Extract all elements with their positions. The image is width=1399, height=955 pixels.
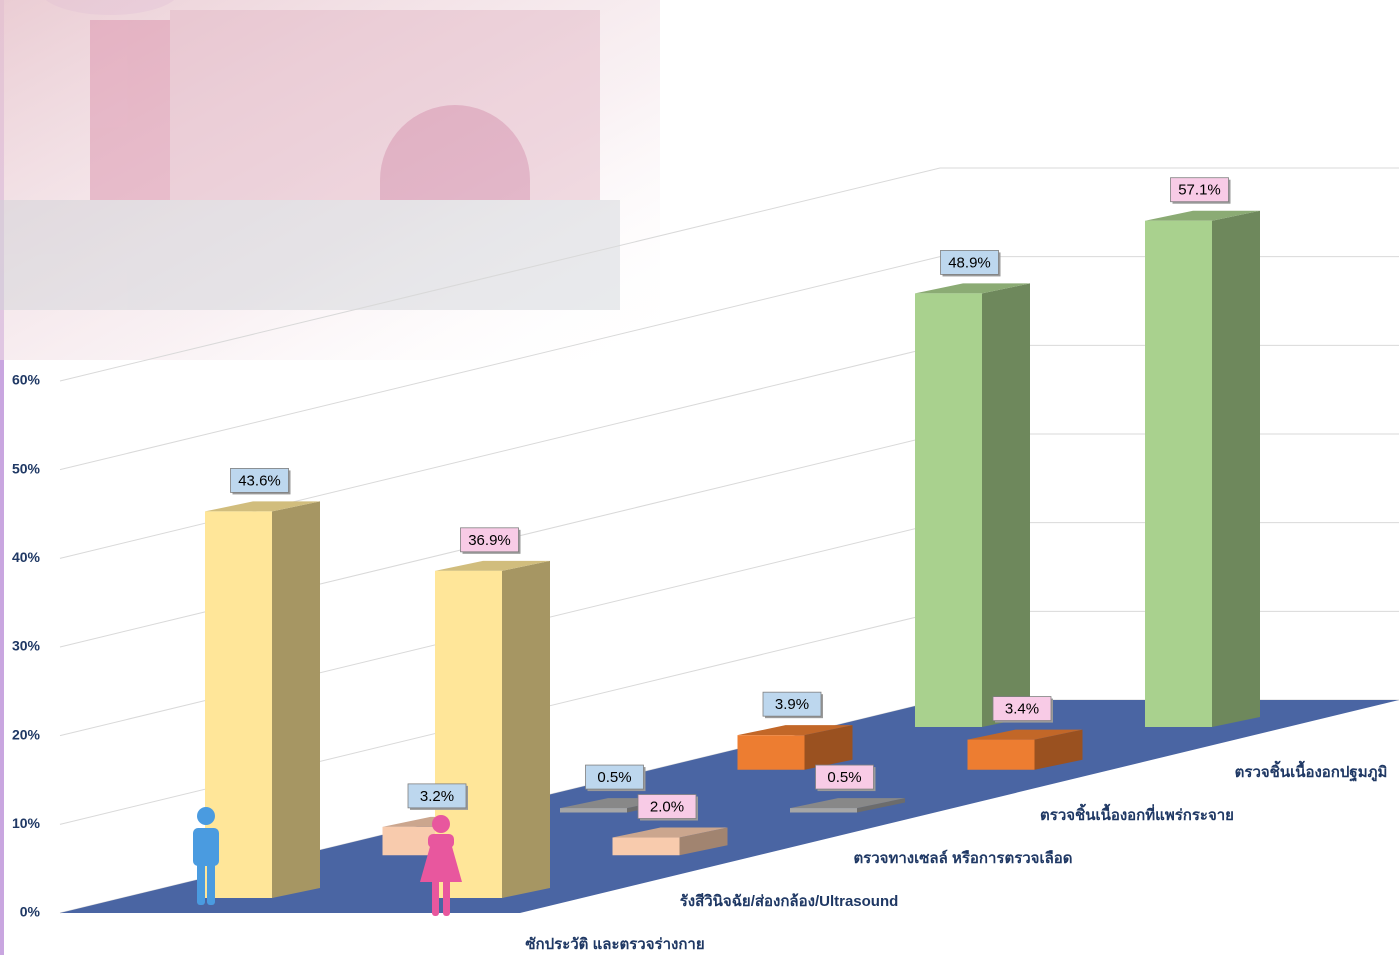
bar-top	[1145, 210, 1260, 221]
value-label: 43.6%	[238, 472, 281, 489]
bar	[967, 739, 1035, 770]
label-box	[230, 468, 289, 493]
bar-top	[435, 560, 550, 571]
value-label: 3.9%	[775, 696, 809, 713]
bar	[737, 735, 805, 770]
y-tick-label: 50%	[12, 460, 41, 476]
y-tick-label: 30%	[12, 638, 41, 654]
male-icon	[193, 807, 219, 905]
value-label: 2.0%	[650, 798, 684, 815]
label-box	[1170, 177, 1229, 203]
label-box	[940, 250, 999, 275]
value-label: 3.4%	[1005, 701, 1039, 718]
bar-side	[272, 501, 320, 898]
value-label: 0.5%	[827, 769, 861, 786]
y-tick-label: 40%	[12, 549, 41, 565]
bar-top	[915, 283, 1030, 294]
category-label: ตรวจทางเซลล์ หรือการตรวจเลือด	[853, 849, 1072, 867]
label-box	[815, 764, 874, 790]
value-label: 36.9%	[468, 532, 511, 549]
y-tick-label: 60%	[12, 372, 41, 388]
bar-side	[804, 725, 853, 770]
bar-side	[857, 798, 905, 813]
bar-top	[790, 798, 905, 809]
side-border	[0, 0, 4, 955]
bar-top	[612, 827, 728, 838]
bar-top	[737, 725, 853, 736]
y-tick-label: 10%	[12, 815, 41, 831]
value-label: 3.2%	[420, 788, 454, 805]
value-label: 57.1%	[1178, 182, 1221, 199]
bar-side	[502, 560, 550, 898]
bar-side	[1212, 210, 1260, 728]
bar	[560, 808, 627, 813]
bar-side	[679, 827, 728, 856]
label-box	[637, 794, 697, 819]
bar	[915, 293, 982, 727]
category-label: ซักประวัติ และตรวจร่างกาย	[525, 935, 704, 953]
bar-top	[205, 501, 320, 512]
value-label: 0.5%	[597, 769, 631, 786]
grid-line	[59, 167, 1399, 382]
background-photo	[0, 0, 660, 360]
bar-side	[1034, 729, 1083, 770]
label-box	[585, 764, 644, 790]
category-label: รังสีวินิจฉัย/ส่องกล้อง/Ultrasound	[680, 892, 899, 910]
labels: 48.9% 57.1% 3.9% 3.4% 0.5% 0.5% 3.2% 2.0% 43.6% 3…	[230, 177, 1231, 821]
bar	[1145, 220, 1212, 728]
bar	[612, 837, 680, 856]
label-box	[992, 696, 1052, 722]
label-box	[460, 527, 519, 553]
value-label: 48.9%	[948, 254, 991, 271]
bar-side	[982, 283, 1030, 727]
photo-building	[0, 10, 620, 310]
category-label: ตรวจชิ้นเนื้องอกปฐมภูมิ	[1235, 760, 1388, 782]
bar-top	[967, 729, 1083, 740]
y-tick-label: 0%	[20, 904, 41, 920]
label-box	[762, 691, 822, 717]
bar	[790, 808, 857, 813]
category-label: ตรวจชิ้นเนื้องอกที่แพร่กระจาย	[1040, 803, 1234, 824]
y-tick-label: 20%	[12, 726, 41, 742]
female-icon	[420, 815, 462, 916]
label-box	[407, 783, 467, 809]
